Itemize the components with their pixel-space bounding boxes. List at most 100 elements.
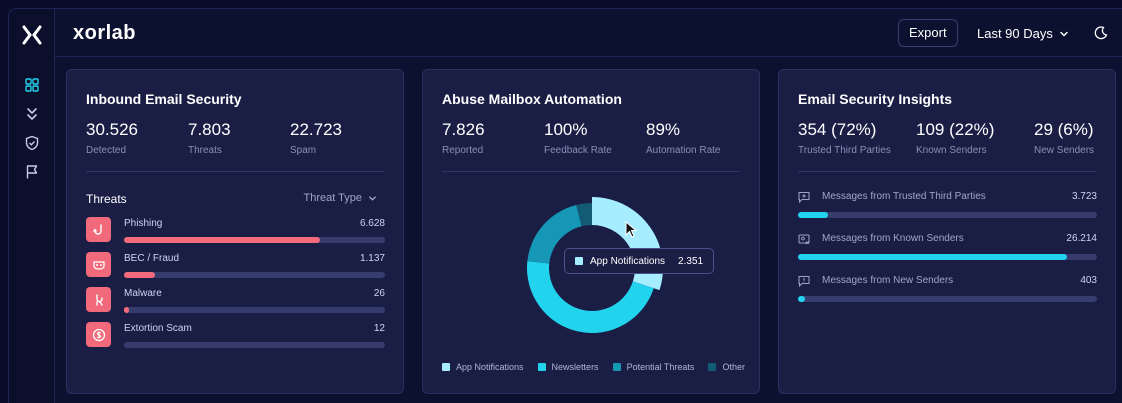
insight-label: Messages from Known Senders [822, 233, 964, 244]
dashboard-grid-icon[interactable] [24, 77, 40, 93]
stat-label: Spam [290, 145, 317, 156]
date-range-dropdown[interactable]: Last 90 Days [977, 26, 1069, 41]
insight-bar-fill [798, 296, 806, 302]
insight-row-new-senders[interactable]: Messages from New Senders 403 [798, 274, 1097, 310]
card-title: Abuse Mailbox Automation [442, 91, 622, 107]
threat-bar-track [124, 342, 385, 348]
stat-value: 7.826 [442, 120, 485, 139]
tooltip-swatch [575, 257, 583, 265]
dollar-icon [86, 322, 111, 347]
stat-label: Feedback Rate [544, 145, 612, 156]
threat-row-phishing[interactable]: Phishing 6.628 [86, 217, 385, 245]
mouse-cursor-icon [625, 221, 638, 238]
card-title: Email Security Insights [798, 91, 953, 107]
insight-label: Messages from New Senders [822, 275, 954, 286]
hook-icon [86, 217, 111, 242]
legend-label: Newsletters [551, 362, 599, 372]
insight-bar-track [798, 296, 1097, 302]
stat-label: Threats [188, 145, 222, 156]
stat-automation-rate: 89% Automation Rate [646, 120, 721, 156]
donut-slice-potential-threats[interactable] [527, 204, 582, 264]
legend-item[interactable]: Other [708, 362, 745, 372]
stat-value: 354 (72%) [798, 120, 877, 139]
stat-label: Automation Rate [646, 145, 721, 156]
email-security-insights-card: Email Security Insights 354 (72%) Truste… [778, 69, 1116, 394]
stat-value: 89% [646, 120, 681, 139]
chevron-down-icon [1060, 31, 1068, 37]
insight-row-known-senders[interactable]: Messages from Known Senders 26.214 [798, 232, 1097, 268]
legend-label: Other [722, 362, 745, 372]
donut-chart[interactable] [423, 70, 761, 395]
threat-value: 1.137 [359, 253, 385, 264]
date-range-label: Last 90 Days [977, 26, 1053, 41]
legend-item[interactable]: Potential Threats [612, 362, 694, 372]
stat-value: 22.723 [290, 120, 342, 139]
legend-swatch [442, 363, 450, 371]
threat-bar-track [124, 272, 385, 278]
chart-legend: App Notifications Newsletters Potential … [442, 362, 745, 372]
threat-bar-track [124, 237, 385, 243]
app-window: xorlab Export Last 90 Days Inbound Email… [8, 8, 1122, 403]
bug-icon [86, 287, 111, 312]
card-title: Inbound Email Security [86, 91, 242, 107]
flag-icon[interactable] [24, 164, 40, 180]
chart-tooltip: App Notifications 2.351 [564, 248, 715, 274]
moon-icon[interactable] [1094, 26, 1108, 40]
mask-icon [86, 252, 111, 277]
donut-slice-other[interactable] [576, 203, 592, 227]
stat-value: 100% [544, 120, 588, 139]
threat-bar-track [124, 307, 385, 313]
threat-value: 12 [373, 323, 385, 334]
shield-icon[interactable] [24, 135, 40, 151]
stat-label: Detected [86, 145, 127, 156]
threat-name: Phishing [124, 218, 163, 229]
stat-label: Trusted Third Parties [798, 145, 891, 156]
message-plus-icon [798, 192, 810, 203]
threat-bar-fill [124, 272, 156, 278]
stat-feedback-rate: 100% Feedback Rate [544, 120, 612, 156]
legend-swatch [537, 363, 546, 371]
stat-detected: 30.526 Detected [86, 120, 138, 156]
legend-item[interactable]: App Notifications [442, 362, 524, 372]
donut-slice-app-notifications[interactable] [592, 197, 663, 291]
threat-row-malware[interactable]: Malware 26 [86, 287, 385, 315]
stat-label: New Senders [1034, 145, 1095, 156]
inbound-email-security-card: Inbound Email Security 30.526 Detected 7… [66, 69, 404, 394]
x-logo-icon[interactable] [22, 25, 42, 45]
stat-threats: 7.803 Threats [188, 120, 231, 156]
stat-spam: 22.723 Spam [290, 120, 342, 156]
threat-value: 26 [373, 288, 385, 299]
threat-row-bec-fraud[interactable]: BEC / Fraud 1.137 [86, 252, 385, 280]
insight-bar-fill [798, 212, 828, 218]
insight-label: Messages from Trusted Third Parties [822, 191, 986, 202]
threat-row-extortion-scam[interactable]: Extortion Scam 12 [86, 322, 385, 350]
threat-type-dropdown[interactable]: Threat Type [304, 192, 378, 204]
legend-swatch [708, 363, 717, 371]
contact-card-icon [798, 234, 810, 245]
stat-known-senders: 109 (22%) Known Senders [916, 120, 994, 156]
export-button[interactable]: Export [898, 19, 958, 47]
divider [798, 171, 1096, 172]
divider [442, 171, 740, 172]
threat-value: 6.628 [359, 218, 385, 229]
divider [86, 171, 384, 172]
threat-bar-fill [124, 237, 320, 243]
insight-bar-track [798, 212, 1097, 218]
stat-value: 29 (6%) [1034, 120, 1094, 139]
chevrons-down-icon[interactable] [24, 106, 40, 122]
legend-swatch [612, 363, 621, 371]
donut-slice-newsletters[interactable] [527, 261, 654, 333]
stat-trusted-third-parties: 354 (72%) Trusted Third Parties [798, 120, 891, 156]
stat-value: 30.526 [86, 120, 138, 139]
tooltip-value: 2.351 [678, 255, 704, 267]
threat-bar-fill [124, 307, 130, 313]
stat-value: 109 (22%) [916, 120, 995, 139]
stat-new-senders: 29 (6%) New Senders [1034, 120, 1094, 156]
insight-value: 403 [1080, 275, 1097, 286]
insight-row-trusted-third-parties[interactable]: Messages from Trusted Third Parties 3.72… [798, 190, 1097, 226]
legend-label: App Notifications [456, 362, 524, 372]
stat-reported: 7.826 Reported [442, 120, 485, 156]
stat-label: Known Senders [916, 145, 987, 156]
insight-value: 26.214 [1066, 233, 1097, 244]
legend-item[interactable]: Newsletters [537, 362, 599, 372]
